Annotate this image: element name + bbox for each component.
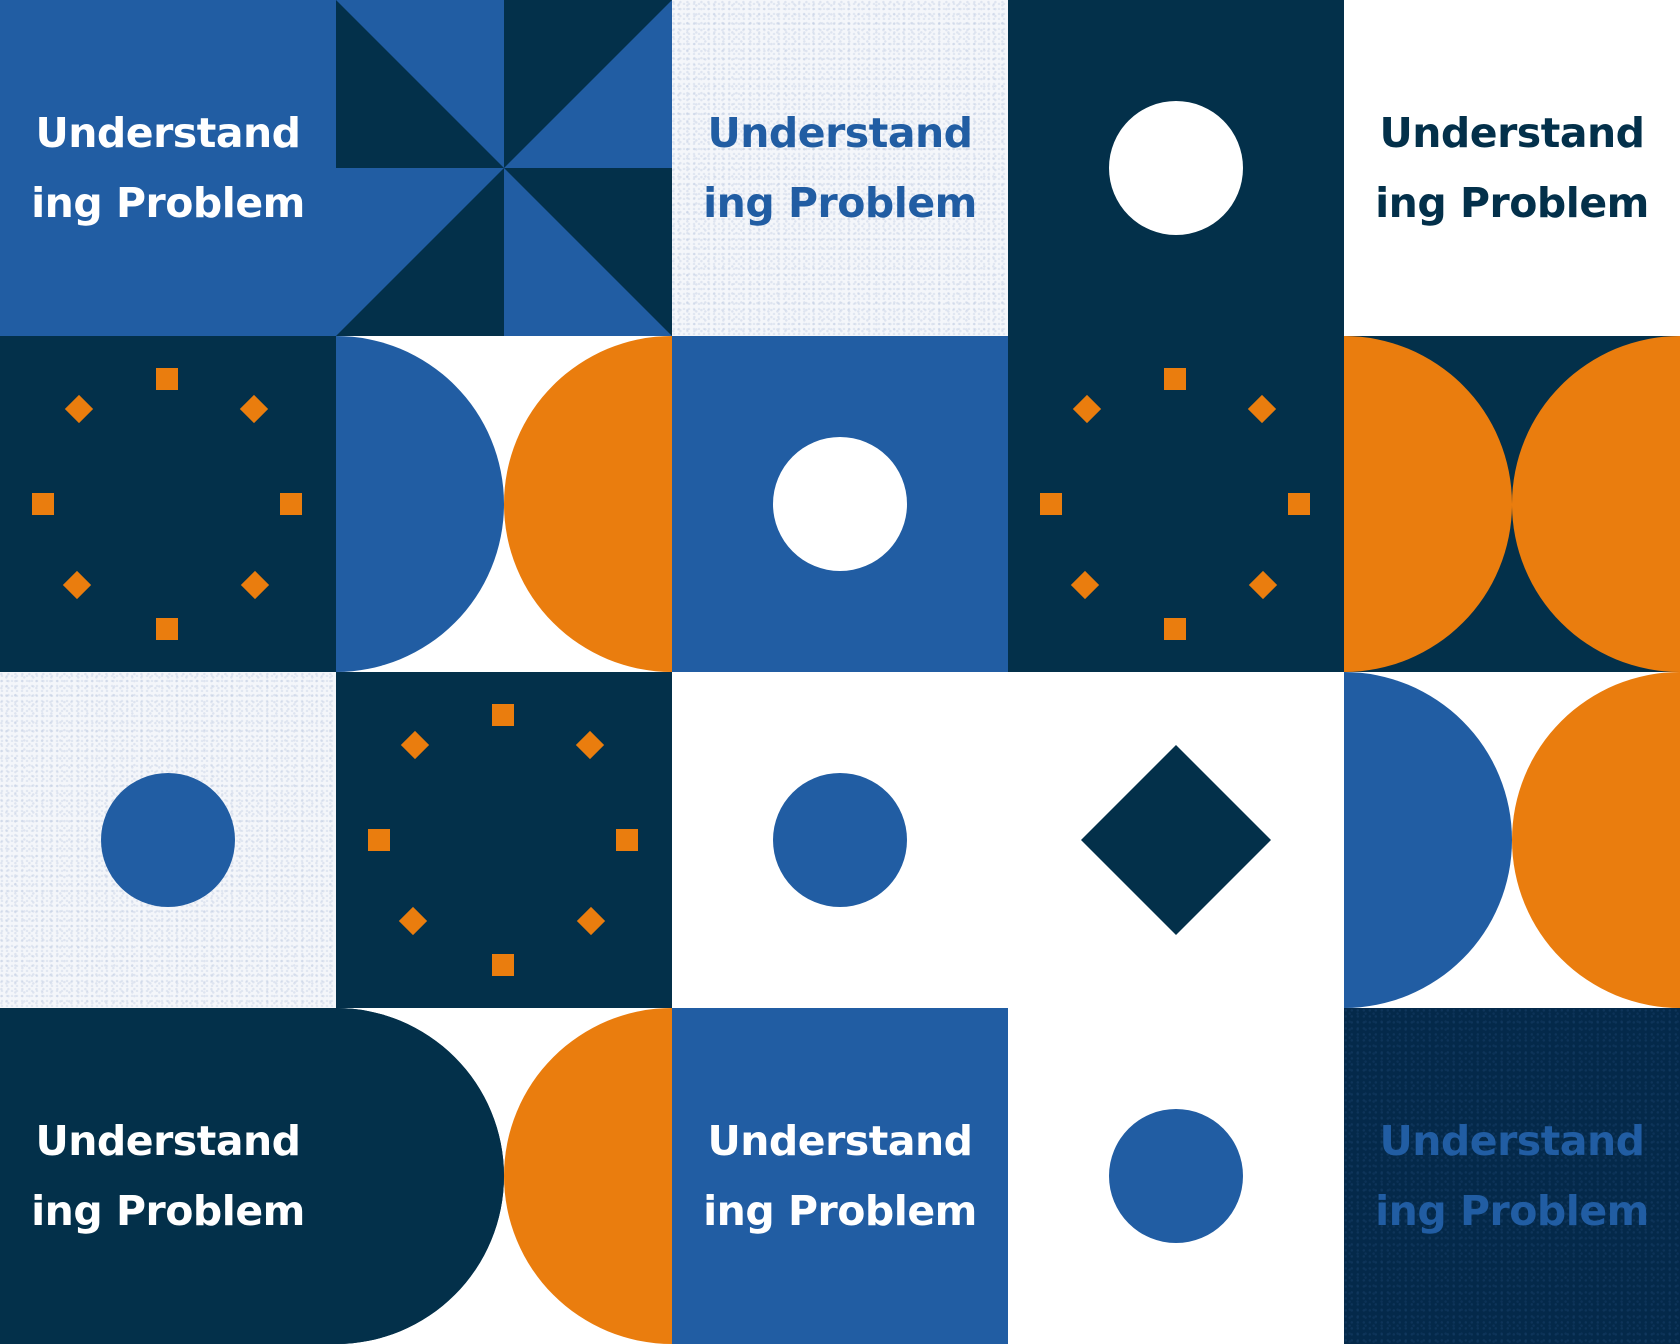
tile-title: Understand ing Problem — [1344, 0, 1680, 336]
tile-title: Understand ing Problem — [1344, 1008, 1680, 1344]
tile-r4c4 — [1008, 1008, 1344, 1344]
half-circle-icon — [336, 336, 672, 672]
tile-title-line1: Understand — [35, 1117, 301, 1165]
tile-r2c3 — [672, 336, 1008, 672]
dot-ring-icon — [368, 704, 638, 976]
tile-title-line1: Understand — [707, 109, 973, 157]
tile-title: Understand ing Problem — [672, 1008, 1008, 1344]
triangle-shape — [504, 168, 672, 336]
circle-icon — [1109, 1109, 1243, 1243]
half-circle-icon — [1344, 336, 1680, 672]
tile-r3c4 — [1008, 672, 1344, 1008]
tile-r4c1: Understand ing Problem — [0, 1008, 336, 1344]
pill-end-shape — [336, 1008, 504, 1344]
tile-title-line1: Understand — [1379, 109, 1645, 157]
tile-r1c2 — [336, 0, 672, 336]
circle-icon — [1109, 101, 1243, 235]
diamond-icon — [1081, 745, 1271, 935]
circle-icon — [773, 437, 907, 571]
tile-title-line1: Understand — [1379, 1117, 1645, 1165]
tile-title: Understand ing Problem — [0, 0, 336, 336]
tile-title: Understand ing Problem — [0, 1008, 336, 1344]
half-circle-icon — [1344, 672, 1680, 1008]
tile-title-line1: Understand — [35, 109, 301, 157]
pinwheel-triangles-icon — [336, 0, 672, 336]
tile-r3c5 — [1344, 672, 1680, 1008]
tile-r2c1 — [0, 336, 336, 672]
tile-title-line2: ing Problem — [703, 1187, 977, 1235]
tile-r3c1 — [0, 672, 336, 1008]
circle-icon — [101, 773, 235, 907]
tile-title-line2: ing Problem — [1375, 179, 1649, 227]
tile-r1c5: Understand ing Problem — [1344, 0, 1680, 336]
tile-r2c5 — [1344, 336, 1680, 672]
triangle-shape — [336, 0, 504, 168]
tile-title-line2: ing Problem — [1375, 1187, 1649, 1235]
tile-title-line2: ing Problem — [31, 179, 305, 227]
tile-r1c3: Understand ing Problem — [672, 0, 1008, 336]
tile-r3c2 — [336, 672, 672, 1008]
tile-title: Understand ing Problem — [672, 0, 1008, 336]
triangle-shape — [504, 0, 672, 168]
dot-ring-icon — [1040, 368, 1310, 640]
tile-r2c2 — [336, 336, 672, 672]
tile-r1c4 — [1008, 0, 1344, 336]
tile-title-line1: Understand — [707, 1117, 973, 1165]
circle-icon — [773, 773, 907, 907]
tile-title-line2: ing Problem — [31, 1187, 305, 1235]
tile-r3c3 — [672, 672, 1008, 1008]
tile-title-line2: ing Problem — [703, 179, 977, 227]
tile-r2c4 — [1008, 336, 1344, 672]
tile-r4c5: Understand ing Problem — [1344, 1008, 1680, 1344]
triangle-shape — [336, 168, 504, 336]
tile-r1c1: Understand ing Problem — [0, 0, 336, 336]
tile-r4c3: Understand ing Problem — [672, 1008, 1008, 1344]
dot-ring-icon — [32, 368, 302, 640]
